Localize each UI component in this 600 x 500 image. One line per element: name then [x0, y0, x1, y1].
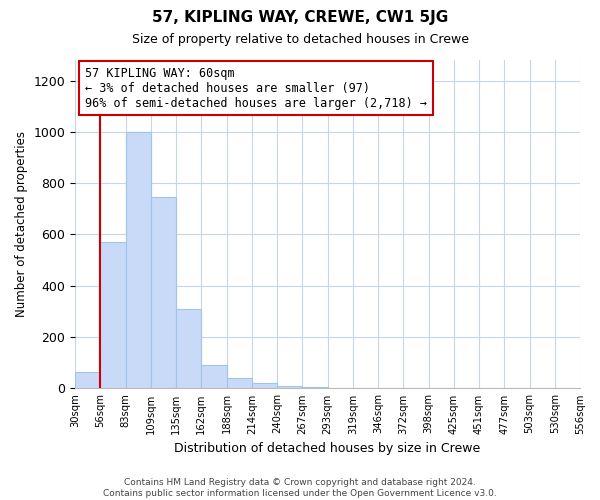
Bar — [176, 309, 202, 388]
Bar — [100, 242, 125, 388]
Y-axis label: Number of detached properties: Number of detached properties — [15, 131, 28, 317]
Text: 57, KIPLING WAY, CREWE, CW1 5JG: 57, KIPLING WAY, CREWE, CW1 5JG — [152, 10, 448, 25]
Bar — [125, 132, 151, 388]
Bar — [227, 378, 252, 388]
Text: Contains HM Land Registry data © Crown copyright and database right 2024.
Contai: Contains HM Land Registry data © Crown c… — [103, 478, 497, 498]
Text: 57 KIPLING WAY: 60sqm
← 3% of detached houses are smaller (97)
96% of semi-detac: 57 KIPLING WAY: 60sqm ← 3% of detached h… — [85, 66, 427, 110]
Bar — [202, 366, 227, 388]
Text: Size of property relative to detached houses in Crewe: Size of property relative to detached ho… — [131, 32, 469, 46]
Bar — [302, 387, 328, 388]
X-axis label: Distribution of detached houses by size in Crewe: Distribution of detached houses by size … — [175, 442, 481, 455]
Bar — [75, 372, 100, 388]
Bar — [151, 198, 176, 388]
Bar — [277, 386, 302, 388]
Bar — [252, 384, 277, 388]
